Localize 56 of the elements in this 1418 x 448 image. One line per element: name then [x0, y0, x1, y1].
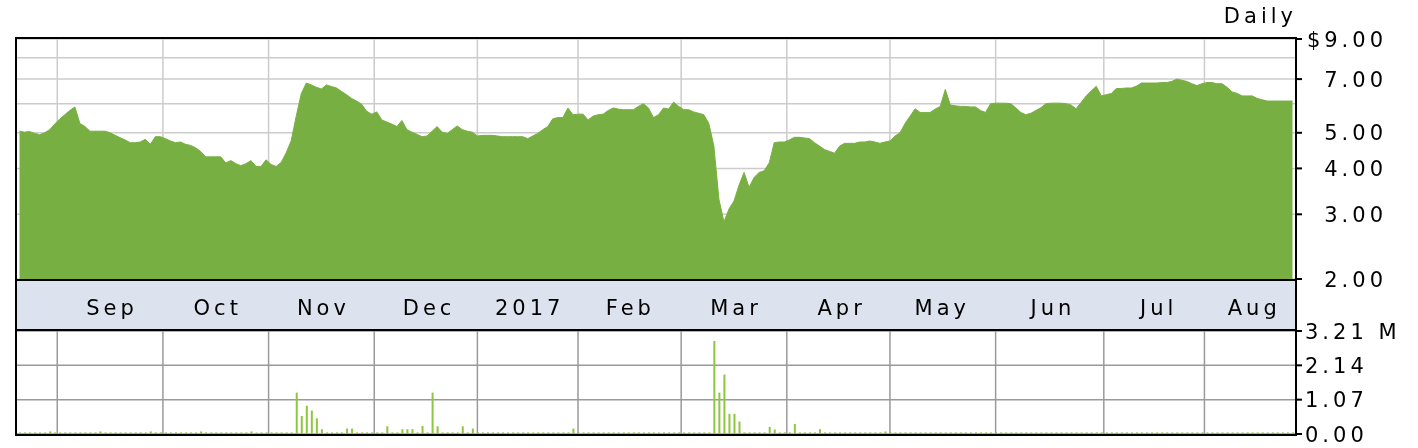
bar — [295, 392, 298, 434]
bar — [723, 374, 726, 434]
x-tick-label: Feb — [605, 296, 655, 321]
bar — [250, 431, 253, 434]
bar — [431, 392, 434, 434]
bar — [300, 416, 303, 434]
x-tick-label: Sep — [86, 296, 138, 321]
bar — [49, 431, 52, 434]
x-tick-label: 2017 — [494, 296, 565, 321]
y-tick-label: 0.00 — [1305, 422, 1368, 447]
bar — [411, 429, 414, 434]
x-tick-label: Aug — [1227, 296, 1281, 321]
bar — [406, 429, 409, 434]
bar — [793, 424, 796, 434]
bar — [436, 426, 439, 434]
x-tick-label: Dec — [402, 296, 456, 321]
x-tick-label: Apr — [817, 296, 866, 321]
bar — [572, 428, 575, 434]
x-tick-label: Jul — [1137, 296, 1178, 321]
y-tick-label: 2.14 — [1305, 353, 1368, 378]
bar — [421, 425, 424, 434]
bar — [713, 340, 716, 434]
bar — [728, 413, 731, 434]
bar — [471, 428, 474, 434]
y-tick-label: 2.00 — [1324, 267, 1387, 292]
x-tick-label: Oct — [193, 296, 242, 321]
y-tick-label: 5.00 — [1324, 121, 1387, 146]
y-tick-label: 1.07 — [1305, 388, 1368, 413]
y-tick-label: 4.00 — [1324, 156, 1387, 181]
bar — [99, 431, 102, 434]
chart-title: Daily — [1223, 4, 1297, 28]
bar — [149, 431, 152, 434]
bar — [305, 405, 308, 434]
bar — [315, 418, 318, 434]
y-tick-label: $9.00 — [1306, 27, 1387, 52]
bar — [461, 426, 464, 434]
bar — [401, 429, 404, 434]
x-tick-label: Jun — [1028, 296, 1076, 321]
bar — [320, 429, 323, 434]
x-tick-label: May — [914, 296, 970, 321]
bar — [768, 426, 771, 434]
bar — [819, 429, 822, 434]
bar — [310, 410, 313, 434]
y-tick-label: 3.00 — [1324, 202, 1387, 227]
x-tick-label: Mar — [710, 296, 762, 321]
x-tick-label: Nov — [296, 296, 350, 321]
bar — [733, 413, 736, 434]
bar — [738, 421, 741, 434]
bar — [386, 426, 389, 434]
bar — [884, 431, 887, 434]
bar — [346, 428, 349, 434]
bar — [351, 428, 354, 434]
y-tick-label: 7.00 — [1324, 67, 1387, 92]
y-tick-label: 3.21 M — [1305, 319, 1401, 344]
bar — [718, 392, 721, 434]
bar — [200, 431, 203, 434]
